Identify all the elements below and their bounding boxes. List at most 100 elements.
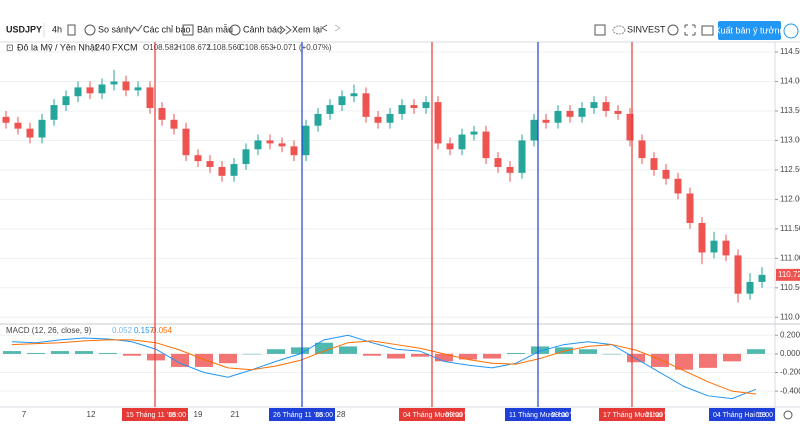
candle-body bbox=[722, 240, 730, 256]
candle-body bbox=[230, 164, 238, 176]
histogram-bar bbox=[387, 353, 405, 359]
alerts-icon[interactable] bbox=[229, 24, 241, 36]
candle-body bbox=[710, 240, 718, 253]
y-tick-label: 112.000 bbox=[780, 194, 800, 203]
candle-body bbox=[206, 161, 214, 167]
candle-body bbox=[278, 143, 286, 147]
alerts[interactable]: Cảnh báo bbox=[243, 24, 282, 34]
legend: ⊡ Đô la Mỹ / Yên Nhật 240 FXCM O108.582 … bbox=[6, 42, 332, 52]
interval[interactable]: 4h bbox=[52, 24, 62, 34]
instrument-name: Đô la Mỹ / Yên Nhật bbox=[17, 42, 98, 52]
candle-body bbox=[158, 108, 166, 120]
histogram-bar bbox=[123, 353, 141, 356]
candle-body bbox=[410, 105, 418, 109]
histogram-bar bbox=[747, 349, 765, 354]
fullscreen-icon[interactable] bbox=[684, 24, 696, 36]
compare[interactable]: So sánh bbox=[98, 24, 131, 34]
candle-body bbox=[290, 146, 298, 156]
candle-body bbox=[50, 105, 58, 120]
candle-body bbox=[470, 131, 478, 135]
candle-body bbox=[458, 134, 466, 150]
histogram-bar bbox=[195, 353, 213, 367]
collapse-icon[interactable]: ⊡ bbox=[6, 42, 14, 52]
macd-value: 0.052 bbox=[112, 326, 133, 335]
candle-body bbox=[518, 140, 526, 173]
macd-title: MACD (12, 26, close, 9) bbox=[6, 326, 92, 335]
publish-button[interactable] bbox=[718, 21, 781, 40]
candle-body bbox=[14, 122, 22, 129]
histogram-bar bbox=[243, 353, 261, 355]
y-tick-label: -0.400 bbox=[780, 386, 800, 395]
y-tick-label: 113.500 bbox=[780, 106, 800, 115]
replay[interactable]: Xem lại bbox=[292, 24, 322, 34]
account[interactable]: SINVEST bbox=[627, 24, 666, 34]
x-tick-label: 19 bbox=[194, 410, 203, 419]
histogram-bar bbox=[267, 349, 285, 354]
indicators-icon[interactable] bbox=[129, 24, 143, 35]
candle-body bbox=[146, 87, 154, 109]
marker-label-box bbox=[269, 408, 335, 421]
y-tick-label: 112.500 bbox=[780, 165, 800, 174]
candle-body bbox=[506, 166, 514, 173]
publish[interactable]: Xuất bản ý tưởng bbox=[715, 25, 785, 35]
templates-icon[interactable] bbox=[182, 24, 194, 36]
histogram-bar bbox=[579, 349, 597, 354]
histogram-bar bbox=[651, 353, 669, 367]
indicators[interactable]: Các chỉ báo bbox=[143, 24, 191, 34]
settings-icon[interactable] bbox=[667, 24, 679, 36]
candle-body bbox=[530, 119, 538, 141]
compare-icon[interactable] bbox=[84, 24, 96, 36]
legend-close: C108.653 bbox=[239, 43, 274, 52]
y-tick-label: 110.000 bbox=[780, 312, 800, 321]
candle-body bbox=[662, 169, 670, 179]
candle-body bbox=[602, 102, 610, 111]
axis-settings-icon[interactable] bbox=[783, 410, 793, 420]
marker-time: 21:00 bbox=[645, 412, 663, 419]
histogram-bar bbox=[411, 353, 429, 357]
candle-body bbox=[626, 113, 634, 141]
candle-body bbox=[374, 116, 382, 123]
marker-label-box bbox=[505, 408, 571, 421]
undo-icon[interactable] bbox=[321, 24, 328, 32]
candle-body bbox=[554, 110, 562, 123]
y-tick-label: 114.000 bbox=[780, 77, 800, 86]
x-tick-label: 28 bbox=[337, 410, 346, 419]
templates[interactable]: Bản mẫu bbox=[197, 24, 233, 34]
candle-body bbox=[314, 113, 322, 126]
histogram-bar bbox=[507, 352, 525, 354]
layout-icon[interactable] bbox=[594, 24, 606, 36]
candle-body bbox=[302, 125, 310, 156]
redo-icon[interactable] bbox=[334, 24, 341, 32]
histogram-bar bbox=[363, 353, 381, 356]
candle-body bbox=[38, 119, 46, 138]
last-price-box bbox=[776, 268, 800, 281]
histogram-bar bbox=[339, 346, 357, 354]
candle-body bbox=[110, 81, 118, 85]
legend-high: H108.672 bbox=[176, 43, 211, 52]
candle-body bbox=[734, 255, 742, 294]
histogram-bar bbox=[171, 353, 189, 367]
replay-icon[interactable] bbox=[279, 25, 292, 35]
chart-type-icon[interactable] bbox=[67, 24, 76, 36]
symbol[interactable]: USDJPY bbox=[6, 24, 42, 34]
candle-body bbox=[86, 87, 94, 94]
candle-body bbox=[446, 143, 454, 150]
candle-body bbox=[338, 96, 346, 106]
snapshot-icon[interactable] bbox=[701, 25, 714, 36]
candle-body bbox=[266, 140, 274, 144]
x-tick-label: 21 bbox=[231, 410, 240, 419]
histogram-bar bbox=[147, 353, 165, 361]
marker-date: 04 Tháng Mười hai '18 bbox=[403, 412, 474, 419]
candle-body bbox=[350, 93, 358, 97]
play-icon[interactable] bbox=[783, 23, 799, 39]
marker-time: 05:00 bbox=[168, 412, 186, 419]
toolbar: USDJPY 4h So sánh Các chỉ báo Bản mẫu Cả… bbox=[0, 21, 800, 43]
candle-body bbox=[182, 128, 190, 156]
legend-interval: 240 bbox=[95, 42, 110, 52]
candle-body bbox=[62, 96, 70, 106]
histogram-bar bbox=[531, 346, 549, 354]
marker-time: 05:00 bbox=[755, 412, 773, 419]
candle-body bbox=[674, 178, 682, 194]
